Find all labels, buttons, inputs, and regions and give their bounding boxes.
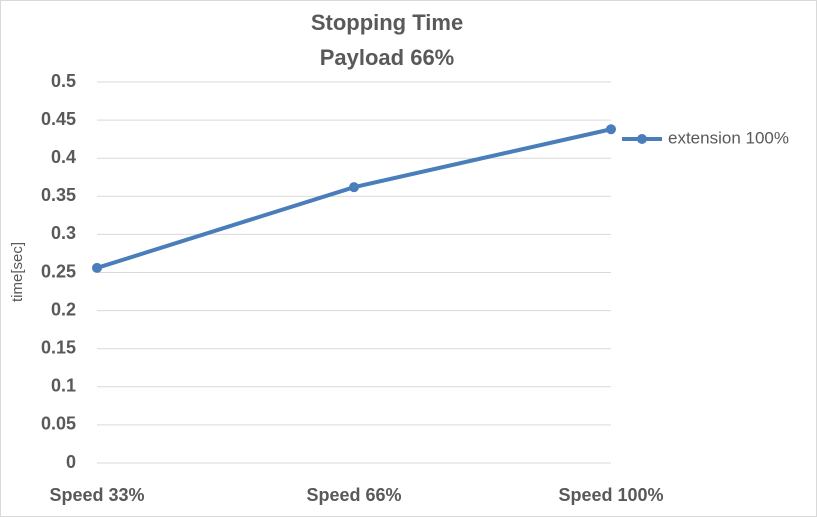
x-tick-label: Speed 100% (558, 485, 663, 505)
y-tick-label: 0.35 (41, 185, 76, 205)
y-tick-label: 0 (66, 452, 76, 472)
y-tick-label: 0.1 (51, 376, 76, 396)
chart-title: Stopping Time (311, 10, 463, 35)
y-tick-label: 0.4 (51, 147, 76, 167)
y-tick-label: 0.3 (51, 223, 76, 243)
y-tick-label: 0.45 (41, 109, 76, 129)
data-point (606, 124, 616, 135)
y-tick-label: 0.15 (41, 337, 76, 357)
y-tick-label: 0.5 (51, 71, 76, 91)
x-tick-label: Speed 33% (49, 485, 144, 505)
chart-subtitle: Payload 66% (320, 45, 455, 70)
legend-marker (637, 134, 647, 144)
y-tick-label: 0.25 (41, 261, 76, 281)
data-point (92, 262, 102, 273)
y-tick-label: 0.2 (51, 299, 76, 319)
data-point (349, 182, 359, 193)
y-axis-label: time[sec] (9, 242, 26, 302)
y-tick-label: 0.05 (41, 414, 76, 434)
legend-label: extension 100% (668, 128, 789, 147)
x-tick-label: Speed 66% (306, 485, 401, 505)
